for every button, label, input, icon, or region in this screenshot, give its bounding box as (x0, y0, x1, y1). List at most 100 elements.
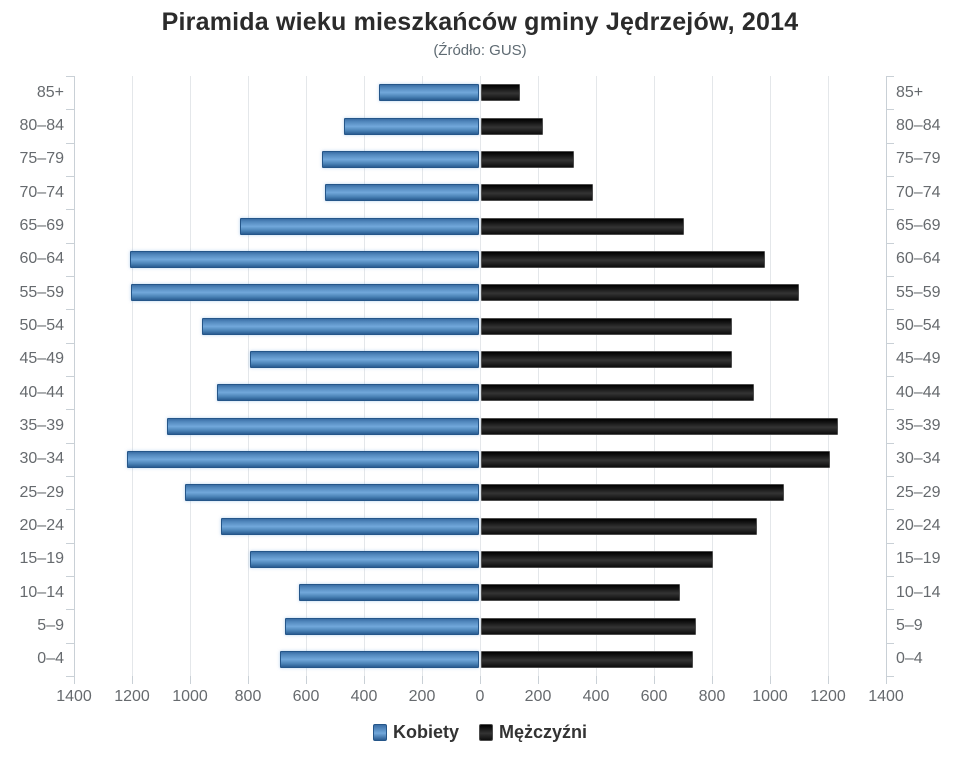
x-axis-tick-label: 600 (292, 688, 320, 705)
right-axis-tick (886, 609, 894, 611)
right-axis-tick (886, 309, 894, 311)
bar-kobiety-0-4[interactable] (280, 650, 479, 668)
legend-item-mezczyzni[interactable]: Mężczyźni (478, 722, 587, 743)
bar-kobiety-65-69[interactable] (239, 217, 479, 235)
age-label-right-85+: 85+ (896, 83, 924, 101)
legend-swatch-kobiety-icon (372, 724, 387, 741)
left-axis-tick (66, 442, 74, 444)
bar-kobiety-80-84[interactable] (344, 117, 479, 135)
left-axis-tick (66, 309, 74, 311)
bar-kobiety-70-74[interactable] (325, 184, 479, 202)
left-axis-tick (66, 276, 74, 277)
bar-mezczyzni-0-4[interactable] (481, 650, 693, 668)
bar-mezczyzni-5-9[interactable] (481, 617, 696, 635)
x-axis-tick (74, 676, 75, 684)
gridline (248, 76, 249, 676)
x-axis-tick-label: 800 (698, 688, 726, 705)
x-axis-tick (654, 676, 655, 684)
x-axis-tick-label: 1000 (172, 688, 208, 705)
bar-kobiety-75-79[interactable] (322, 150, 479, 168)
gridline (538, 76, 539, 676)
bar-mezczyzni-55-59[interactable] (481, 284, 799, 302)
bar-mezczyzni-20-24[interactable] (481, 517, 757, 535)
bar-mezczyzni-50-54[interactable] (481, 317, 732, 335)
left-axis-tick (66, 176, 74, 177)
right-axis-tick (886, 176, 894, 177)
x-axis-tick-label: 0 (475, 688, 485, 705)
bar-mezczyzni-85+[interactable] (481, 84, 521, 102)
age-label-right-50-54: 50–54 (896, 317, 941, 334)
age-label-left-30-34: 30–34 (19, 450, 65, 468)
legend-item-kobiety[interactable]: Kobiety (372, 722, 459, 743)
chart-subtitle: (Źródło: GUS) (433, 42, 527, 59)
right-axis-tick (886, 542, 894, 544)
age-label-left-75-79: 75–79 (19, 150, 65, 168)
x-axis-tick-label: 200 (408, 688, 436, 705)
age-label-left-65-69: 65–69 (19, 217, 65, 234)
bar-kobiety-60-64[interactable] (129, 250, 479, 268)
right-axis-tick (886, 676, 894, 677)
age-label-right-40-44: 40–44 (896, 383, 941, 401)
age-label-left-80-84: 80–84 (19, 117, 65, 134)
bar-mezczyzni-15-19[interactable] (481, 550, 713, 568)
bar-kobiety-10-14[interactable] (299, 584, 479, 602)
x-axis-tick-label: 1200 (810, 688, 846, 705)
gridline (132, 76, 133, 676)
age-label-right-0-4: 0–4 (896, 650, 923, 668)
age-label-left-50-54: 50–54 (19, 317, 65, 334)
bar-mezczyzni-10-14[interactable] (481, 584, 680, 602)
bar-kobiety-40-44[interactable] (216, 384, 479, 402)
left-axis-tick (66, 509, 74, 511)
bar-mezczyzni-70-74[interactable] (481, 184, 593, 202)
age-label-left-15-19: 15–19 (19, 550, 65, 568)
x-axis-tick (132, 676, 133, 684)
left-axis-tick (66, 642, 74, 644)
age-label-left-20-24: 20–24 (19, 517, 65, 534)
right-axis-tick (886, 142, 894, 144)
x-axis-tick-label: 1400 (56, 688, 92, 705)
right-axis-tick (886, 476, 894, 477)
left-axis-tick (66, 609, 74, 611)
bar-mezczyzni-75-79[interactable] (481, 150, 574, 168)
bar-kobiety-15-19[interactable] (249, 550, 479, 568)
bar-kobiety-50-54[interactable] (202, 317, 479, 335)
bar-mezczyzni-60-64[interactable] (481, 250, 766, 268)
chart-title: Piramida wieku mieszkańców gminy Jędrzej… (161, 8, 799, 36)
x-axis-tick-label: 1000 (752, 688, 788, 705)
bar-kobiety-85+[interactable] (378, 84, 479, 102)
bar-mezczyzni-25-29[interactable] (481, 484, 785, 502)
left-axis-tick (66, 342, 74, 344)
left-axis-tick (66, 376, 74, 377)
left-axis-tick (66, 476, 74, 477)
bar-kobiety-5-9[interactable] (284, 617, 479, 635)
bar-mezczyzni-80-84[interactable] (481, 117, 544, 135)
left-axis-tick (66, 409, 74, 411)
age-label-right-80-84: 80–84 (896, 117, 941, 134)
x-axis-tick (770, 676, 771, 684)
bar-mezczyzni-35-39[interactable] (481, 417, 838, 435)
right-axis-tick (886, 509, 894, 511)
gridline (364, 76, 365, 676)
bar-mezczyzni-65-69[interactable] (481, 217, 684, 235)
bar-kobiety-45-49[interactable] (249, 350, 479, 368)
bar-mezczyzni-40-44[interactable] (481, 384, 754, 402)
legend: Kobiety Mężczyźni (0, 722, 960, 743)
age-label-right-30-34: 30–34 (896, 450, 941, 468)
bar-mezczyzni-30-34[interactable] (481, 450, 831, 468)
age-label-left-10-14: 10–14 (19, 583, 65, 601)
bar-kobiety-55-59[interactable] (131, 284, 479, 302)
bar-kobiety-20-24[interactable] (220, 517, 479, 535)
age-label-right-55-59: 55–59 (896, 283, 941, 301)
age-label-left-5-9: 5–9 (37, 617, 64, 634)
gridline (712, 76, 713, 676)
right-axis-tick (886, 642, 894, 644)
left-axis-tick (66, 242, 74, 244)
legend-swatch-mezczyzni-icon (478, 724, 493, 741)
bar-kobiety-35-39[interactable] (167, 417, 479, 435)
gridline (190, 76, 191, 676)
bar-kobiety-30-34[interactable] (126, 450, 479, 468)
bar-mezczyzni-45-49[interactable] (481, 350, 732, 368)
x-axis-tick (886, 676, 887, 684)
bar-kobiety-25-29[interactable] (184, 484, 479, 502)
